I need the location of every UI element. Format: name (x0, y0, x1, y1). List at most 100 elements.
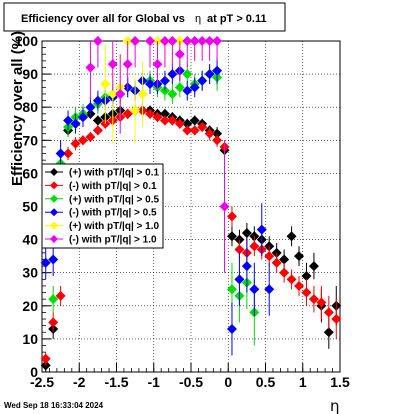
footer-timestamp: Wed Sep 18 16:33:04 2024 (4, 401, 104, 410)
data-point (264, 251, 275, 262)
data-layer (40, 36, 342, 372)
y-tick-label: 100 (15, 33, 39, 49)
x-tick-label: -2 (73, 374, 86, 390)
data-point (197, 36, 208, 46)
data-point (167, 115, 178, 126)
data-point (241, 227, 252, 238)
data-point (130, 105, 141, 116)
data-point (226, 231, 237, 242)
data-point (63, 148, 74, 159)
data-point (152, 112, 163, 123)
data-point (204, 128, 215, 139)
chart-title: Efficiency over all for Global vs η at p… (3, 2, 286, 32)
data-point (137, 88, 148, 99)
data-point (234, 274, 245, 285)
legend-marker (50, 168, 58, 176)
data-point (174, 82, 185, 93)
legend-entry: (+) with pT/|q| > 0.1 (45, 168, 159, 179)
legend-entry: (-) with pT/|q| > 0.5 (45, 208, 157, 219)
data-point (264, 284, 275, 295)
data-point (308, 261, 319, 272)
y-tick-label: 90 (22, 66, 38, 82)
data-point (167, 88, 178, 99)
data-point (152, 59, 163, 70)
data-point (159, 36, 170, 46)
data-point (70, 138, 81, 149)
data-point (212, 135, 223, 146)
legend-label: (+) with pT/|q| > 1.0 (69, 221, 159, 232)
x-tick-label: -1 (148, 374, 161, 390)
y-tick-label: 30 (22, 265, 38, 281)
data-point (167, 36, 178, 46)
data-point (249, 241, 260, 252)
data-point (219, 201, 230, 212)
data-point (107, 88, 118, 99)
data-point (92, 125, 103, 136)
data-point (40, 257, 51, 268)
legend-marker (50, 194, 58, 203)
data-point (286, 274, 297, 285)
data-point (48, 254, 59, 265)
data-point (323, 327, 334, 338)
data-point (212, 36, 223, 46)
data-point (115, 88, 126, 99)
data-point (100, 79, 111, 90)
chart-title-eta: η (195, 13, 201, 25)
series-6 (85, 36, 230, 273)
data-point (85, 62, 96, 73)
data-point (279, 267, 290, 278)
data-point (182, 125, 193, 136)
data-point (48, 317, 59, 328)
data-point (241, 261, 252, 272)
data-point (55, 290, 66, 301)
data-point (301, 287, 312, 298)
data-point (189, 82, 200, 93)
legend-label: (-) with pT/|q| > 0.5 (69, 208, 157, 219)
legend-label: (+) with pT/|q| > 0.5 (69, 194, 159, 205)
chart-title-main: Efficiency over all for Global vs (21, 13, 185, 25)
y-tick-label: 10 (22, 331, 38, 347)
legend-label: (+) with pT/|q| > 0.1 (69, 168, 159, 179)
chart-title-tail: at pT > 0.11 (207, 13, 267, 25)
y-tick-label: 80 (22, 99, 38, 115)
data-point (189, 36, 200, 46)
legend-label: (-) with pT/|q| > 1.0 (69, 235, 157, 246)
data-point (204, 69, 215, 80)
data-point (159, 75, 170, 86)
data-point (294, 251, 305, 262)
data-point (197, 122, 208, 133)
y-tick-label: 50 (22, 199, 38, 215)
data-point (279, 254, 290, 265)
data-point (145, 79, 156, 90)
data-point (174, 118, 185, 129)
legend-entry: (+) with pT/|q| > 1.0 (45, 221, 159, 232)
y-axis-title: Efficiency over all (%) (9, 31, 26, 186)
x-tick-label: -0.5 (179, 374, 203, 390)
legend-marker (50, 235, 58, 243)
data-point (122, 59, 133, 70)
data-point (316, 297, 327, 308)
data-point (323, 307, 334, 318)
data-point (294, 280, 305, 291)
x-tick-label: -1.5 (104, 374, 128, 390)
data-point (63, 115, 74, 126)
data-point (226, 211, 237, 222)
data-point (145, 36, 156, 46)
x-tick-label: 1.5 (330, 374, 350, 390)
data-point (92, 36, 103, 46)
data-point (92, 95, 103, 106)
y-tick-label: 70 (22, 132, 38, 148)
y-tick-label: 40 (22, 232, 38, 248)
legend-marker (50, 208, 58, 217)
x-axis-title: η (330, 397, 340, 414)
data-point (182, 36, 193, 46)
data-point (249, 284, 260, 295)
x-tick-label: 0 (224, 374, 232, 390)
data-point (85, 102, 96, 113)
legend-marker (50, 181, 58, 190)
data-point (159, 115, 170, 126)
data-point (77, 112, 88, 123)
data-point (212, 65, 223, 76)
data-point (40, 353, 51, 364)
